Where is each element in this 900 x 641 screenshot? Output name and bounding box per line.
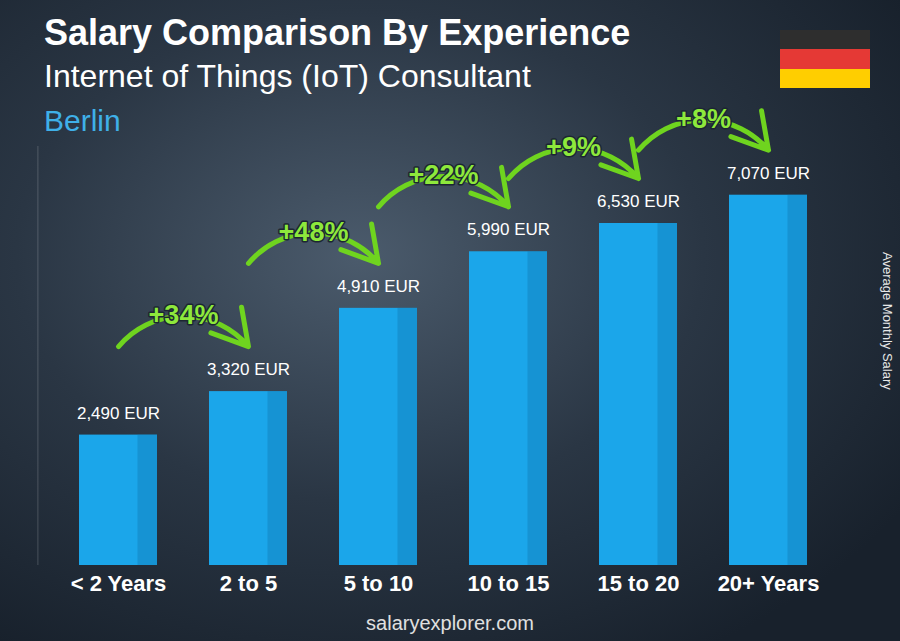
svg-text:7,070 EUR: 7,070 EUR xyxy=(727,164,810,183)
svg-text:5 to 10: 5 to 10 xyxy=(344,571,414,596)
svg-text:< 2 Years: < 2 Years xyxy=(71,571,167,596)
svg-text:20+ Years: 20+ Years xyxy=(718,571,820,596)
svg-text:5,990 EUR: 5,990 EUR xyxy=(467,220,550,239)
svg-text:+34%: +34% xyxy=(149,300,219,330)
html-text:Average Monthly Salary: Average Monthly Salary xyxy=(880,252,895,390)
svg-text:15 to 20: 15 to 20 xyxy=(598,571,680,596)
svg-text:+9%: +9% xyxy=(546,132,601,162)
svg-text:10 to 15: 10 to 15 xyxy=(468,571,550,596)
svg-text:+22%: +22% xyxy=(409,160,479,190)
html-text:salaryexplorer.com: salaryexplorer.com xyxy=(366,612,534,634)
html-text:Salary Comparison By Experienc: Salary Comparison By Experience xyxy=(44,12,631,53)
svg-text:4,910 EUR: 4,910 EUR xyxy=(337,277,420,296)
svg-text:3,320 EUR: 3,320 EUR xyxy=(207,360,290,379)
svg-text:+48%: +48% xyxy=(279,217,349,247)
html-text:Berlin: Berlin xyxy=(44,104,121,137)
svg-text:6,530 EUR: 6,530 EUR xyxy=(597,192,680,211)
svg-text:2 to 5: 2 to 5 xyxy=(220,571,277,596)
html-text:Internet of Things (IoT) Consu: Internet of Things (IoT) Consultant xyxy=(44,58,531,94)
svg-text:2,490 EUR: 2,490 EUR xyxy=(77,404,160,423)
svg-text:+8%: +8% xyxy=(676,104,731,134)
